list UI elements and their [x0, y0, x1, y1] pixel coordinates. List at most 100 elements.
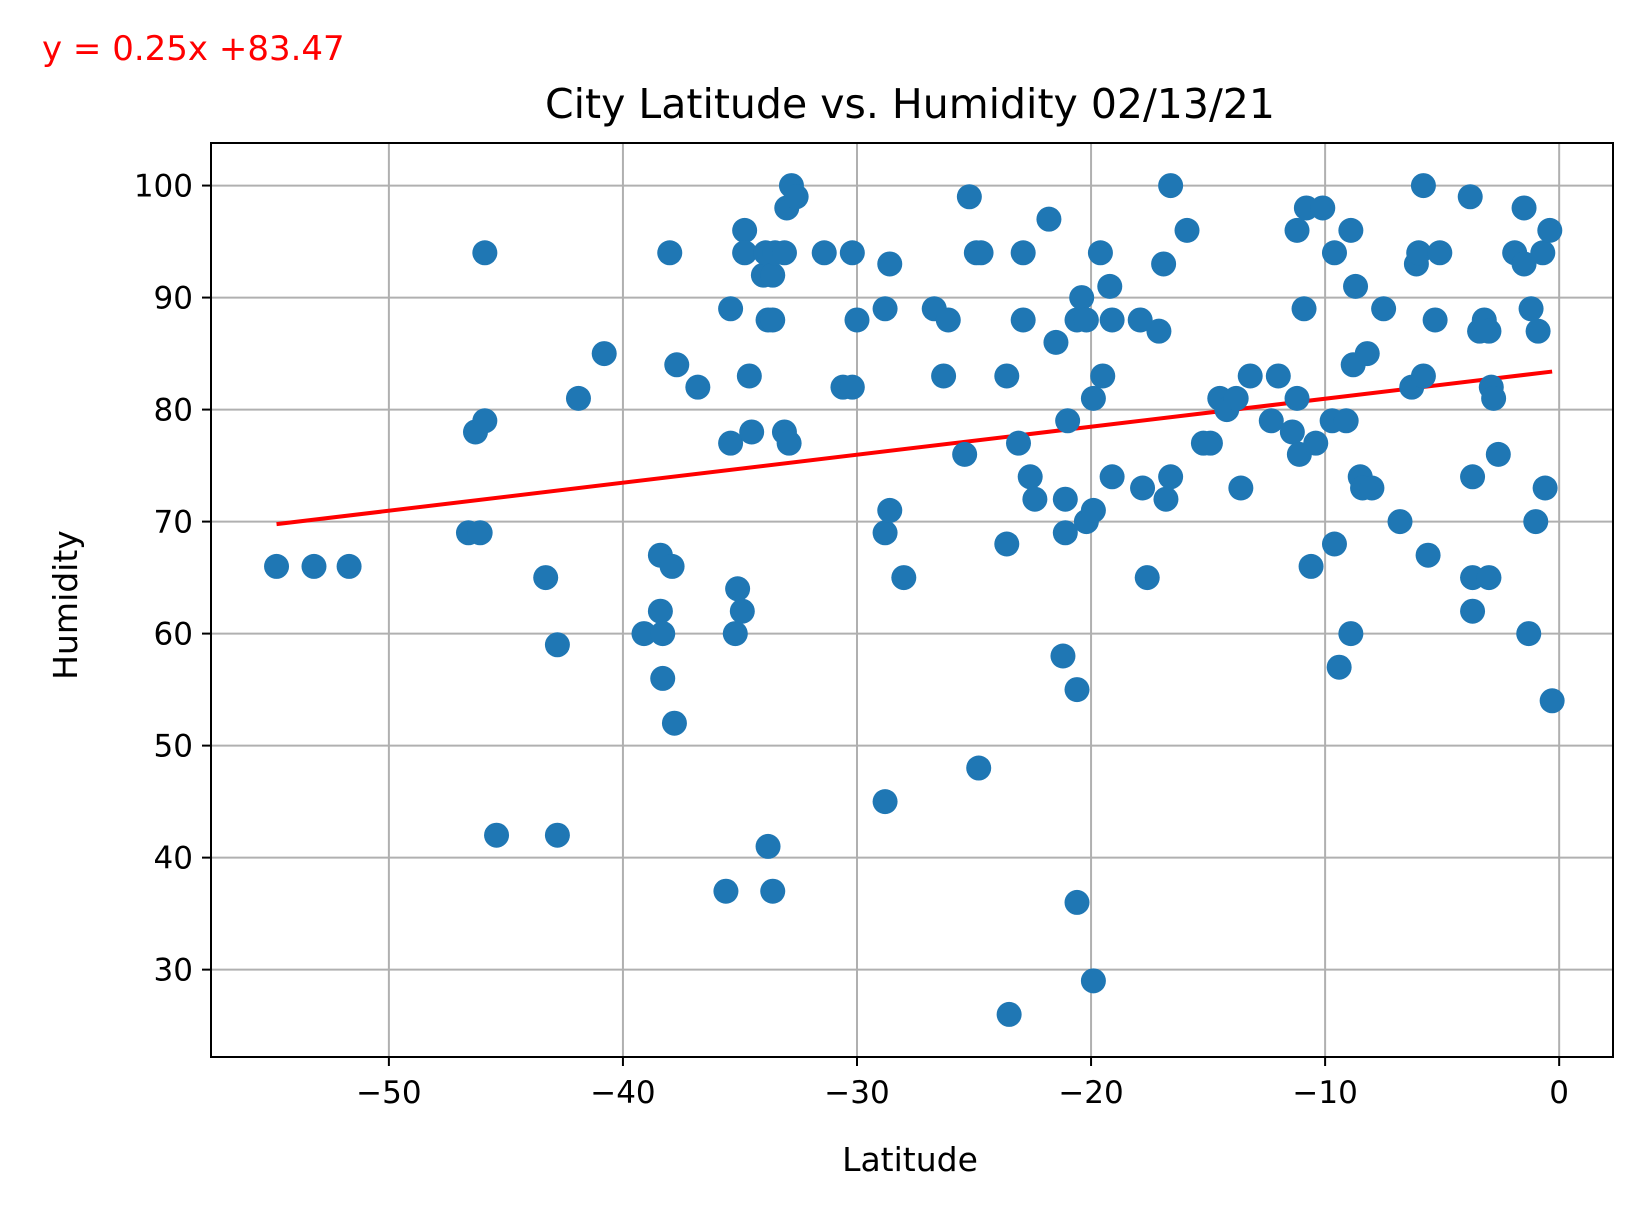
data-point — [1050, 643, 1076, 669]
data-point — [631, 621, 657, 647]
data-point — [877, 497, 903, 523]
data-point — [472, 240, 498, 266]
data-point — [1284, 217, 1310, 243]
data-point — [729, 598, 755, 624]
data-point — [1043, 329, 1069, 355]
data-points — [264, 173, 1565, 1027]
y-tick-label: 30 — [154, 953, 193, 989]
data-point — [1052, 486, 1078, 512]
data-point — [760, 262, 786, 288]
data-point — [1481, 385, 1507, 411]
data-point — [301, 553, 327, 579]
y-tick-label: 80 — [154, 393, 193, 429]
data-point — [1080, 968, 1106, 994]
data-point — [713, 878, 739, 904]
data-point — [872, 296, 898, 322]
data-point — [336, 553, 362, 579]
x-axis-label: Latitude — [842, 1140, 978, 1179]
data-point — [647, 598, 673, 624]
data-point — [1321, 531, 1347, 557]
data-point — [1539, 688, 1565, 714]
x-tick-label: −50 — [356, 1075, 421, 1111]
data-point — [1291, 296, 1317, 322]
data-point — [1069, 285, 1095, 311]
data-point — [1410, 173, 1436, 199]
data-point — [1055, 408, 1081, 434]
regression-line — [276, 369, 1553, 527]
data-point — [776, 430, 802, 456]
data-point — [1523, 509, 1549, 535]
data-point — [659, 553, 685, 579]
data-point — [650, 621, 676, 647]
data-point — [1017, 464, 1043, 490]
data-point — [565, 385, 591, 411]
data-point — [657, 240, 683, 266]
data-point — [1525, 318, 1551, 344]
data-point — [1371, 296, 1397, 322]
data-point — [872, 789, 898, 815]
data-point — [732, 240, 758, 266]
data-point — [1530, 240, 1556, 266]
data-point — [966, 755, 992, 781]
data-point — [931, 363, 957, 389]
y-axis-ticks: 30 40 50 60 70 80 90 100 — [134, 169, 211, 989]
data-point — [1064, 889, 1090, 915]
data-point — [811, 240, 837, 266]
y-tick-label: 60 — [154, 617, 193, 653]
regression-line-group — [276, 369, 1553, 527]
chart-title: City Latitude vs. Humidity 02/13/21 — [545, 80, 1275, 128]
data-point — [1197, 430, 1223, 456]
data-point — [1279, 419, 1305, 445]
data-point — [1080, 497, 1106, 523]
data-point — [1073, 307, 1099, 333]
data-point — [1237, 363, 1263, 389]
data-point — [736, 363, 762, 389]
data-point — [1080, 385, 1106, 411]
data-point — [1005, 430, 1031, 456]
data-point — [1036, 206, 1062, 232]
data-point — [732, 217, 758, 243]
data-point — [650, 665, 676, 691]
plot-area — [211, 143, 1613, 1057]
x-tick-label: −20 — [1058, 1075, 1123, 1111]
data-point — [1326, 654, 1352, 680]
data-point — [264, 553, 290, 579]
data-point — [467, 520, 493, 546]
data-point — [760, 307, 786, 333]
data-point — [1460, 464, 1486, 490]
data-point — [533, 565, 559, 591]
data-point — [839, 374, 865, 400]
data-point — [1518, 296, 1544, 322]
data-point — [1265, 363, 1291, 389]
data-point — [661, 710, 687, 736]
data-point — [1511, 195, 1537, 221]
data-point — [725, 576, 751, 602]
data-point — [1158, 464, 1184, 490]
data-point — [783, 184, 809, 210]
x-tick-label: 0 — [1549, 1075, 1569, 1111]
data-point — [1090, 363, 1116, 389]
data-point — [1064, 677, 1090, 703]
x-axis-ticks: −50 −40 −30 −20 −10 0 — [356, 1057, 1569, 1111]
data-point — [1343, 273, 1369, 299]
data-point — [718, 430, 744, 456]
data-point — [1321, 240, 1347, 266]
data-point — [872, 520, 898, 546]
data-point — [1427, 240, 1453, 266]
data-point — [1457, 184, 1483, 210]
data-point — [472, 408, 498, 434]
data-point — [1099, 464, 1125, 490]
data-point — [1485, 441, 1511, 467]
data-point — [968, 240, 994, 266]
data-point — [1387, 509, 1413, 535]
data-point — [1298, 553, 1324, 579]
data-point — [844, 307, 870, 333]
data-point — [1476, 565, 1502, 591]
data-point — [1099, 307, 1125, 333]
y-tick-label: 70 — [154, 505, 193, 541]
data-point — [1532, 475, 1558, 501]
data-point — [1476, 318, 1502, 344]
data-point — [1511, 251, 1537, 277]
data-point — [1354, 341, 1380, 367]
